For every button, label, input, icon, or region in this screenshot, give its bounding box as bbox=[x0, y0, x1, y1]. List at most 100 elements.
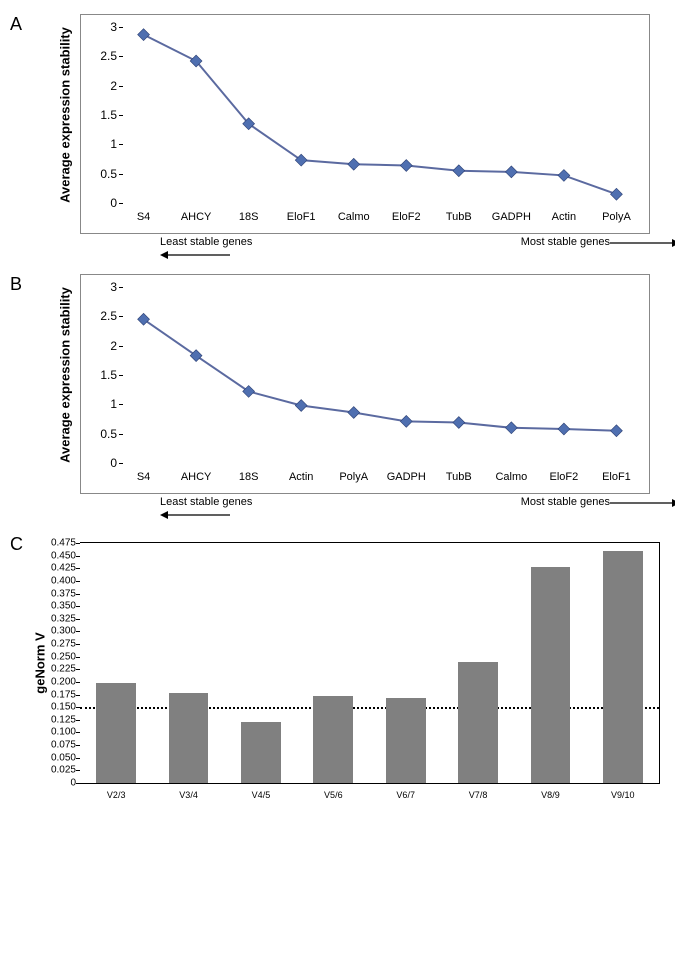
panel-a-xlabels: S4AHCY18SEloF1CalmoEloF2TubBGADPHActinPo… bbox=[123, 207, 637, 231]
xlabel: PolyA bbox=[602, 211, 631, 223]
panel-b-plotarea: Average expression stability 00.511.522.… bbox=[123, 287, 637, 463]
xlabel: V6/7 bbox=[396, 790, 415, 800]
data-marker bbox=[243, 385, 255, 397]
panel-a-chart: Average expression stability 00.511.522.… bbox=[80, 14, 650, 266]
ytick: 0.5 bbox=[85, 167, 117, 181]
panel-c-chart: geNorm V 00.0250.0500.0750.1000.1250.150… bbox=[30, 534, 670, 804]
xlabel: V8/9 bbox=[541, 790, 560, 800]
ytick: 3 bbox=[85, 20, 117, 34]
panel-c-plotarea: geNorm V 00.0250.0500.0750.1000.1250.150… bbox=[80, 542, 660, 784]
ytick: 0.175 bbox=[40, 689, 76, 700]
xlabel: EloF2 bbox=[550, 471, 579, 483]
bar bbox=[603, 551, 643, 783]
xlabel: EloF2 bbox=[392, 211, 421, 223]
data-marker bbox=[348, 407, 360, 419]
panel-c: C geNorm V 00.0250.0500.0750.1000.1250.1… bbox=[10, 534, 665, 804]
ytick: 0.100 bbox=[40, 727, 76, 738]
xlabel: Calmo bbox=[495, 471, 527, 483]
data-marker bbox=[453, 165, 465, 177]
xlabel: EloF1 bbox=[602, 471, 631, 483]
ytick: 0.450 bbox=[40, 550, 76, 561]
ytick: 2.5 bbox=[85, 309, 117, 323]
ytick: 0.325 bbox=[40, 613, 76, 624]
ytick: 1 bbox=[85, 137, 117, 151]
ytick: 1.5 bbox=[85, 368, 117, 382]
ytick: 0.375 bbox=[40, 588, 76, 599]
data-marker bbox=[611, 188, 623, 200]
data-marker bbox=[295, 154, 307, 166]
xlabel: AHCY bbox=[181, 471, 212, 483]
xlabel: PolyA bbox=[339, 471, 368, 483]
bar bbox=[169, 693, 209, 783]
ytick: 0.5 bbox=[85, 427, 117, 441]
arrow-right-icon bbox=[610, 498, 675, 508]
ytick: 1 bbox=[85, 397, 117, 411]
bar bbox=[458, 662, 498, 783]
data-marker bbox=[453, 417, 465, 429]
ytick: 0.350 bbox=[40, 601, 76, 612]
ytick: 0.200 bbox=[40, 676, 76, 687]
panel-b: B Average expression stability 00.511.52… bbox=[10, 274, 665, 526]
xlabel: AHCY bbox=[181, 211, 212, 223]
ytick: 1.5 bbox=[85, 108, 117, 122]
panel-b-left-note-text: Least stable genes bbox=[160, 496, 252, 508]
xlabel: V5/6 bbox=[324, 790, 343, 800]
panel-a-right-note-text: Most stable genes bbox=[521, 236, 610, 248]
ytick: 0.125 bbox=[40, 714, 76, 725]
data-marker bbox=[138, 29, 150, 41]
panel-c-plotbox: geNorm V 00.0250.0500.0750.1000.1250.150… bbox=[30, 534, 670, 804]
panel-c-xlabels: V2/3V3/4V4/5V5/6V6/7V7/8V8/9V9/10 bbox=[80, 786, 660, 804]
ytick: 0.400 bbox=[40, 575, 76, 586]
panel-b-ylabel: Average expression stability bbox=[58, 287, 73, 463]
xlabel: Actin bbox=[552, 211, 576, 223]
data-marker bbox=[611, 425, 623, 437]
data-marker bbox=[138, 313, 150, 325]
panel-b-notes: Least stable genes Most stable genes bbox=[140, 496, 675, 526]
ytick: 0.075 bbox=[40, 740, 76, 751]
xlabel: Actin bbox=[289, 471, 313, 483]
data-marker bbox=[190, 350, 202, 362]
panel-a-notes: Least stable genes Most stable genes bbox=[140, 236, 675, 266]
panel-b-chart: Average expression stability 00.511.522.… bbox=[80, 274, 650, 526]
ytick: 0.275 bbox=[40, 639, 76, 650]
ytick: 0 bbox=[40, 778, 76, 789]
data-marker bbox=[505, 166, 517, 178]
ytick: 0 bbox=[85, 196, 117, 210]
data-marker bbox=[348, 158, 360, 170]
bar bbox=[313, 696, 353, 783]
xlabel: S4 bbox=[137, 211, 150, 223]
xlabel: Calmo bbox=[338, 211, 370, 223]
ytick: 0.250 bbox=[40, 651, 76, 662]
ytick: 0.050 bbox=[40, 752, 76, 763]
ytick: 2.5 bbox=[85, 49, 117, 63]
arrow-left-icon bbox=[160, 250, 230, 260]
panel-b-left-note: Least stable genes bbox=[160, 496, 252, 520]
ytick: 0 bbox=[85, 456, 117, 470]
ytick: 3 bbox=[85, 280, 117, 294]
panel-a-right-note: Most stable genes bbox=[521, 236, 675, 248]
xlabel: TubB bbox=[446, 211, 472, 223]
xlabel: V4/5 bbox=[252, 790, 271, 800]
xlabel: V9/10 bbox=[611, 790, 635, 800]
panel-c-label: C bbox=[10, 534, 23, 555]
xlabel: V7/8 bbox=[469, 790, 488, 800]
ytick: 0.425 bbox=[40, 563, 76, 574]
xlabel: S4 bbox=[137, 471, 150, 483]
data-marker bbox=[558, 423, 570, 435]
panel-a-left-note: Least stable genes bbox=[160, 236, 252, 260]
bar bbox=[531, 567, 571, 783]
bar bbox=[96, 683, 136, 783]
ytick: 2 bbox=[85, 339, 117, 353]
xlabel: EloF1 bbox=[287, 211, 316, 223]
ytick: 2 bbox=[85, 79, 117, 93]
ytick: 0.025 bbox=[40, 765, 76, 776]
xlabel: GADPH bbox=[492, 211, 531, 223]
xlabel: 18S bbox=[239, 471, 259, 483]
ytick: 0.150 bbox=[40, 702, 76, 713]
panel-a-ylabel: Average expression stability bbox=[58, 27, 73, 203]
panel-b-label: B bbox=[10, 274, 22, 295]
ytick: 0.300 bbox=[40, 626, 76, 637]
panel-a-label: A bbox=[10, 14, 22, 35]
xlabel: V3/4 bbox=[179, 790, 198, 800]
ytick: 0.225 bbox=[40, 664, 76, 675]
